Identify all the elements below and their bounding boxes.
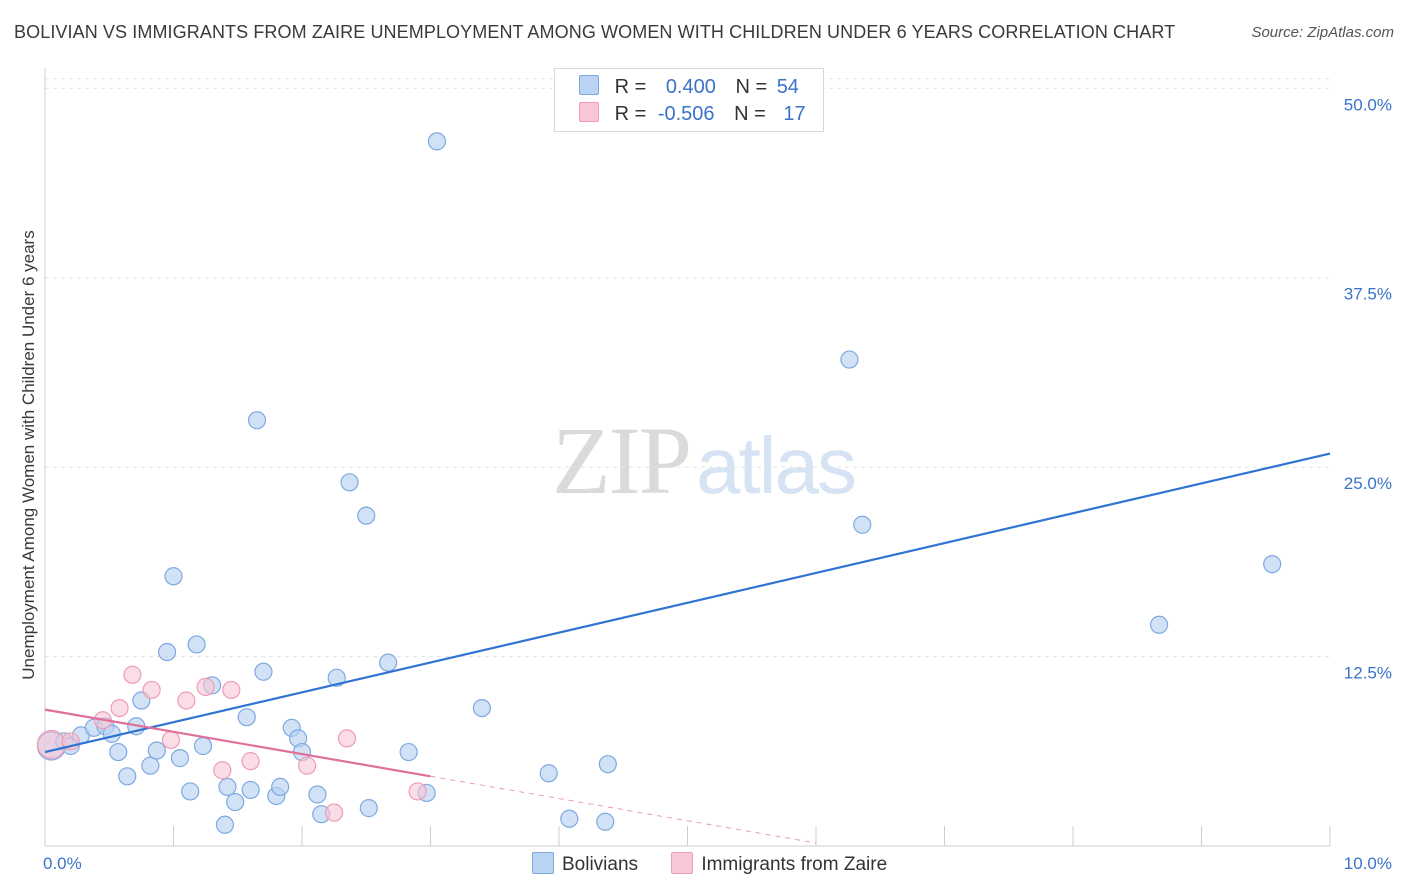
bolivian-point (560, 809, 579, 828)
zaire-trend-line (44, 708, 431, 778)
x-tick-label: 0.0% (43, 854, 82, 873)
zaire-point (123, 665, 142, 684)
zaire-point (213, 761, 232, 780)
bolivian-trend-line (44, 452, 1331, 754)
zaire-point (325, 803, 344, 822)
watermark: ZIPatlas (552, 405, 857, 516)
bolivian-point (308, 785, 327, 804)
bolivian-point (218, 777, 237, 797)
data-points (36, 86, 1282, 834)
x-tick-label: 10.0% (1344, 854, 1392, 873)
y-tick-label: 25.0% (1344, 474, 1392, 493)
zaire-point (36, 729, 67, 760)
legend-row-bolivians: R = 0.400 N = 54 (579, 75, 799, 99)
zaire-point (196, 677, 215, 696)
y-tick-label: 37.5% (1344, 285, 1392, 304)
y-tick-label: 12.5% (1344, 664, 1392, 683)
legend-n-label: N = (734, 103, 766, 125)
bolivian-point (193, 736, 213, 756)
zaire-point (161, 730, 181, 750)
legend-n-value: 54 (776, 76, 799, 98)
bolivian-point (215, 815, 234, 834)
bolivian-point (181, 782, 200, 801)
bolivian-point (539, 764, 558, 783)
correlation-legend: R = 0.400 N = 54 R = -0.506 N = 17 (554, 68, 824, 132)
zaire-point (177, 691, 196, 710)
bolivian-point (399, 742, 418, 762)
axes (44, 68, 1331, 847)
series-swatch-blue (532, 852, 554, 874)
y-tick-label: 50.0% (1344, 95, 1392, 114)
zaire-point (142, 680, 161, 700)
legend-r-label: R = (614, 103, 647, 125)
legend-r-value: -0.506 (657, 103, 715, 125)
trend-lines (44, 452, 1331, 844)
bolivian-point (357, 506, 376, 525)
bolivian-point (118, 767, 137, 786)
bolivian-point (141, 756, 160, 775)
zaire-point (222, 680, 241, 700)
bolivian-point (427, 132, 447, 151)
bolivian-point (226, 792, 245, 812)
bolivian-point (598, 755, 617, 774)
bolivian-point (1149, 615, 1169, 634)
bolivian-point (170, 749, 190, 768)
series-legend: Bolivians Immigrants from Zaire (532, 852, 915, 876)
zaire-point (241, 752, 260, 771)
bolivian-point (340, 473, 359, 492)
watermark-atlas: atlas (696, 421, 857, 510)
zaire-point (408, 782, 427, 801)
source-label: Source: ZipAtlas.com (1251, 24, 1394, 41)
legend-row-zaire: R = -0.506 N = 17 (579, 102, 806, 126)
bolivian-point (378, 653, 398, 672)
series-legend-bolivians: Bolivians (532, 852, 638, 876)
zaire-point (337, 729, 357, 748)
legend-r-value: 0.400 (665, 76, 716, 98)
bolivian-point (164, 567, 183, 586)
bolivian-point (237, 708, 256, 727)
legend-r-label: R = (614, 76, 647, 98)
chart-title: BOLIVIAN VS IMMIGRANTS FROM ZAIRE UNEMPL… (14, 22, 1176, 42)
series-legend-label: Bolivians (562, 854, 639, 875)
watermark-zip: ZIP (552, 407, 692, 514)
bolivian-point (359, 799, 378, 818)
bolivian-point (247, 411, 267, 430)
bolivian-point (254, 662, 273, 681)
legend-n-value: 17 (783, 103, 806, 125)
gridlines (45, 78, 1330, 658)
series-legend-zaire: Immigrants from Zaire (671, 852, 887, 876)
bolivian-point (271, 777, 290, 797)
series-legend-label: Immigrants from Zaire (701, 854, 888, 875)
zaire-point (298, 756, 317, 775)
bolivian-point (596, 812, 615, 831)
legend-n-label: N = (735, 76, 768, 98)
bolivian-point (840, 350, 859, 369)
bolivian-point (157, 642, 177, 662)
series-swatch-pink (671, 852, 694, 874)
legend-swatch-blue (579, 75, 599, 95)
bolivian-point (109, 742, 128, 762)
zaire-trend-extension (430, 775, 817, 844)
bolivian-point (327, 668, 346, 687)
bolivian-point (1263, 555, 1282, 574)
bolivian-point (472, 698, 491, 718)
bolivian-point (241, 780, 260, 800)
bolivian-point (853, 515, 872, 534)
zaire-point (110, 698, 129, 718)
legend-swatch-pink (579, 102, 599, 122)
bolivian-point (147, 741, 166, 760)
tick-labels: 12.5% 25.0% 37.5% 50.0% 0.0% 10.0% (43, 95, 1392, 873)
bolivian-point (187, 635, 206, 654)
